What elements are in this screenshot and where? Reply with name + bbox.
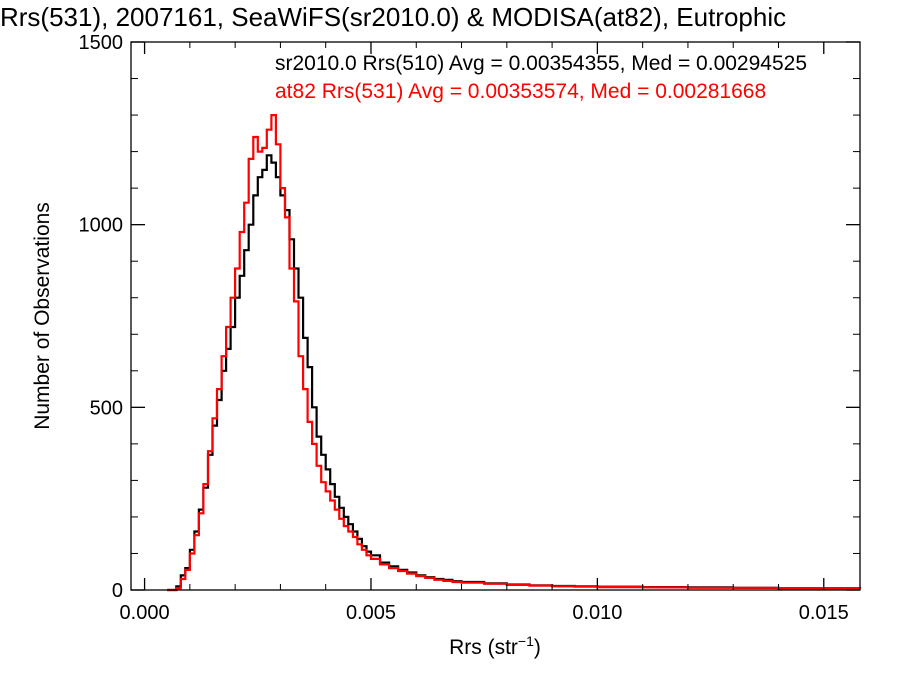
x-axis-label-text: Rrs (str bbox=[449, 636, 518, 659]
y-axis-label: Number of Observations bbox=[31, 202, 54, 430]
plot-frame bbox=[130, 41, 861, 591]
x-tick-label: 0.010 bbox=[572, 602, 622, 624]
x-tick-label: 0.005 bbox=[346, 602, 396, 624]
y-tick-label: 0 bbox=[112, 580, 123, 602]
legend-entry-sr2010: sr2010.0 Rrs(510) Avg = 0.00354355, Med … bbox=[275, 52, 807, 75]
axes bbox=[130, 41, 861, 591]
chart-title: Rrs(531), 2007161, SeaWiFS(sr2010.0) & M… bbox=[0, 2, 786, 32]
ticks: 0.000 0.005 0.010 0.015 0 500 1000 1500 bbox=[79, 32, 860, 624]
legend-entry-at82: at82 Rrs(531) Avg = 0.00353574, Med = 0.… bbox=[275, 80, 766, 103]
series-line-1 bbox=[167, 114, 862, 592]
x-tick-label: 0.015 bbox=[799, 602, 849, 624]
x-tick-label: 0.000 bbox=[120, 602, 170, 624]
y-tick-label: 1500 bbox=[79, 32, 124, 54]
x-axis-label-exponent: −1 bbox=[518, 633, 534, 649]
series-layer bbox=[167, 114, 862, 592]
x-axis-label: Rrs (str−1) bbox=[449, 633, 541, 659]
y-tick-label: 1000 bbox=[79, 215, 124, 237]
y-tick-label: 500 bbox=[90, 397, 123, 419]
series-line-0 bbox=[167, 154, 862, 592]
legend: sr2010.0 Rrs(510) Avg = 0.00354355, Med … bbox=[275, 52, 807, 103]
x-axis-label-end: ) bbox=[534, 636, 541, 659]
